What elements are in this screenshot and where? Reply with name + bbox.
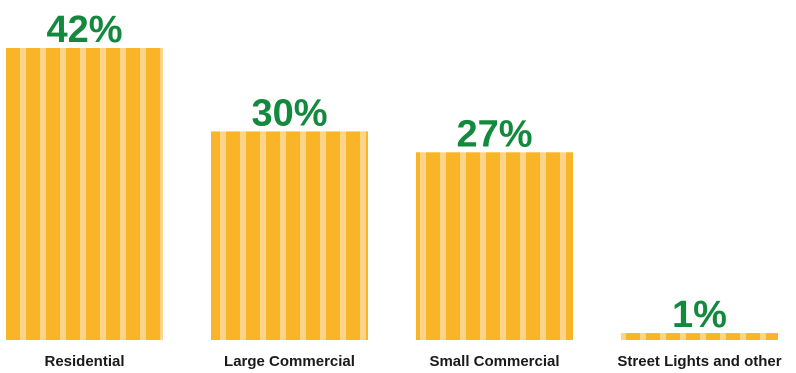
category-labels-group: Residential Large Commercial Small Commerc… <box>44 353 781 370</box>
bar-0 <box>6 48 163 340</box>
category-label-3: Street Lights and other <box>617 353 781 370</box>
bar-3 <box>621 333 778 340</box>
category-label-0: Residential <box>44 353 124 370</box>
value-label-1: 30% <box>251 92 327 134</box>
category-label-2: Small Commercial <box>429 353 559 370</box>
bars-group <box>6 48 778 340</box>
value-label-2: 27% <box>456 113 532 155</box>
category-label-1: Large Commercial <box>224 353 355 370</box>
value-label-0: 42% <box>46 9 122 51</box>
bar-1 <box>211 131 368 340</box>
value-labels-group: 42% 30% 27% 1% <box>46 9 726 336</box>
value-label-3: 1% <box>672 294 727 336</box>
bar-2 <box>416 152 573 340</box>
